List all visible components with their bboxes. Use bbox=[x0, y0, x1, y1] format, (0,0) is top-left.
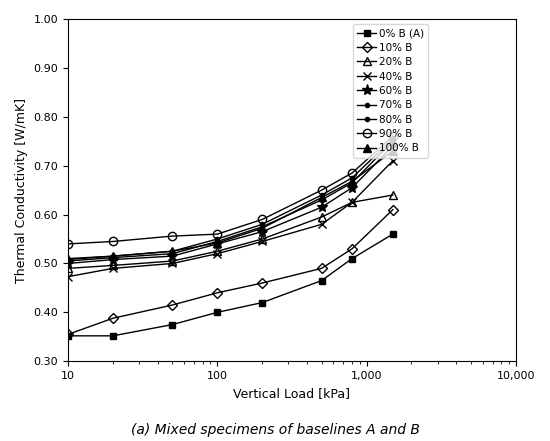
100% B bbox=[109, 254, 116, 259]
0% B (A) bbox=[389, 232, 396, 237]
Line: 40% B: 40% B bbox=[64, 157, 397, 281]
Line: 90% B: 90% B bbox=[64, 132, 397, 248]
90% B bbox=[214, 232, 221, 237]
X-axis label: Vertical Load [kPa]: Vertical Load [kPa] bbox=[233, 387, 350, 400]
60% B bbox=[65, 261, 72, 266]
20% B bbox=[259, 236, 266, 242]
90% B bbox=[318, 187, 325, 193]
80% B bbox=[259, 222, 266, 227]
70% B bbox=[169, 251, 175, 256]
Line: 80% B: 80% B bbox=[66, 137, 395, 262]
60% B bbox=[169, 254, 175, 259]
40% B bbox=[389, 158, 396, 164]
10% B bbox=[109, 316, 116, 321]
90% B bbox=[349, 170, 355, 176]
20% B bbox=[109, 263, 116, 268]
70% B bbox=[259, 224, 266, 229]
60% B bbox=[318, 205, 325, 210]
100% B bbox=[65, 256, 72, 261]
20% B bbox=[389, 192, 396, 198]
100% B bbox=[389, 148, 396, 153]
10% B bbox=[318, 266, 325, 271]
100% B bbox=[318, 195, 325, 200]
Legend: 0% B (A), 10% B, 20% B, 40% B, 60% B, 70% B, 80% B, 90% B, 100% B: 0% B (A), 10% B, 20% B, 40% B, 60% B, 70… bbox=[353, 24, 428, 157]
90% B bbox=[389, 134, 396, 139]
10% B bbox=[65, 332, 72, 337]
80% B bbox=[389, 136, 396, 142]
20% B bbox=[318, 214, 325, 220]
70% B bbox=[318, 197, 325, 202]
80% B bbox=[109, 254, 116, 259]
70% B bbox=[109, 255, 116, 260]
100% B bbox=[259, 226, 266, 231]
60% B bbox=[349, 185, 355, 191]
20% B bbox=[349, 200, 355, 205]
20% B bbox=[169, 258, 175, 264]
0% B (A) bbox=[214, 310, 221, 315]
80% B bbox=[214, 236, 221, 242]
20% B bbox=[65, 266, 72, 271]
Line: 70% B: 70% B bbox=[66, 139, 395, 263]
70% B bbox=[349, 180, 355, 186]
90% B bbox=[169, 233, 175, 239]
80% B bbox=[169, 249, 175, 254]
80% B bbox=[349, 175, 355, 180]
40% B bbox=[259, 239, 266, 244]
Line: 60% B: 60% B bbox=[63, 141, 398, 269]
20% B bbox=[214, 249, 221, 254]
60% B bbox=[259, 229, 266, 234]
100% B bbox=[169, 249, 175, 254]
90% B bbox=[65, 241, 72, 247]
0% B (A) bbox=[65, 333, 72, 339]
80% B bbox=[318, 192, 325, 198]
10% B bbox=[389, 207, 396, 212]
100% B bbox=[214, 240, 221, 246]
Line: 0% B (A): 0% B (A) bbox=[64, 231, 396, 339]
0% B (A) bbox=[318, 278, 325, 283]
Line: 100% B: 100% B bbox=[64, 147, 397, 263]
90% B bbox=[109, 239, 116, 244]
Y-axis label: Thermal Conductivity [W/mK]: Thermal Conductivity [W/mK] bbox=[15, 97, 28, 283]
10% B bbox=[169, 303, 175, 308]
0% B (A) bbox=[349, 256, 355, 261]
40% B bbox=[318, 222, 325, 227]
60% B bbox=[389, 143, 396, 149]
Line: 10% B: 10% B bbox=[64, 206, 396, 338]
Text: (a) Mixed specimens of baselines A and B: (a) Mixed specimens of baselines A and B bbox=[130, 422, 420, 437]
90% B bbox=[259, 217, 266, 222]
70% B bbox=[389, 138, 396, 144]
0% B (A) bbox=[169, 322, 175, 327]
60% B bbox=[109, 257, 116, 262]
0% B (A) bbox=[109, 333, 116, 339]
40% B bbox=[109, 266, 116, 271]
60% B bbox=[214, 241, 221, 247]
70% B bbox=[214, 239, 221, 244]
80% B bbox=[65, 257, 72, 262]
0% B (A) bbox=[259, 300, 266, 305]
10% B bbox=[214, 290, 221, 295]
10% B bbox=[349, 246, 355, 251]
100% B bbox=[349, 179, 355, 184]
Line: 20% B: 20% B bbox=[64, 191, 397, 273]
40% B bbox=[65, 274, 72, 279]
40% B bbox=[169, 261, 175, 266]
10% B bbox=[259, 280, 266, 286]
40% B bbox=[349, 200, 355, 205]
70% B bbox=[65, 258, 72, 264]
40% B bbox=[214, 251, 221, 256]
